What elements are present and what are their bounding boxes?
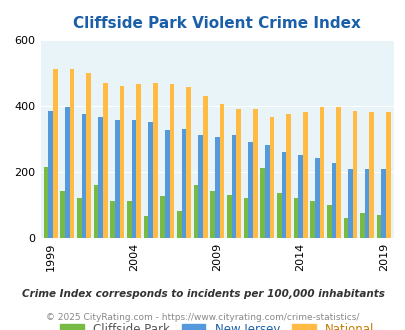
Text: © 2025 CityRating.com - https://www.cityrating.com/crime-statistics/: © 2025 CityRating.com - https://www.city… <box>46 313 359 322</box>
Bar <box>60 191 65 238</box>
Bar <box>86 73 91 238</box>
Bar <box>326 205 331 238</box>
Bar <box>364 169 369 238</box>
Bar <box>77 198 81 238</box>
Bar <box>102 82 107 238</box>
Bar <box>352 111 357 238</box>
Bar <box>347 169 352 238</box>
Bar <box>98 117 102 238</box>
Bar <box>43 167 48 238</box>
Bar <box>193 185 198 238</box>
Bar <box>186 87 190 238</box>
Bar <box>48 111 53 238</box>
Bar <box>143 216 148 238</box>
Bar <box>276 193 281 238</box>
Bar <box>264 145 269 238</box>
Bar <box>93 185 98 238</box>
Bar <box>369 112 373 238</box>
Bar <box>335 107 340 238</box>
Bar <box>169 84 174 238</box>
Bar <box>210 191 214 238</box>
Bar <box>286 114 290 238</box>
Bar <box>148 122 153 238</box>
Bar <box>115 120 119 238</box>
Bar <box>231 135 236 238</box>
Bar <box>110 201 115 238</box>
Bar <box>260 168 264 238</box>
Bar <box>302 112 307 238</box>
Bar <box>127 201 131 238</box>
Legend: Cliffside Park, New Jersey, National: Cliffside Park, New Jersey, National <box>55 319 378 330</box>
Bar <box>381 169 385 238</box>
Bar <box>53 69 58 238</box>
Bar <box>202 96 207 238</box>
Bar <box>281 152 286 238</box>
Text: Crime Index corresponds to incidents per 100,000 inhabitants: Crime Index corresponds to incidents per… <box>21 289 384 299</box>
Bar <box>293 198 297 238</box>
Bar <box>376 214 381 238</box>
Bar <box>160 196 164 238</box>
Bar <box>236 109 240 238</box>
Bar <box>269 117 273 238</box>
Bar <box>164 130 169 238</box>
Bar <box>252 109 257 238</box>
Bar <box>385 112 390 238</box>
Bar <box>198 135 202 238</box>
Bar <box>343 218 347 238</box>
Bar <box>247 142 252 238</box>
Bar <box>177 211 181 238</box>
Bar <box>214 137 219 238</box>
Bar <box>81 114 86 238</box>
Bar <box>65 107 69 238</box>
Bar <box>314 158 319 238</box>
Bar <box>319 107 323 238</box>
Bar <box>297 155 302 238</box>
Bar <box>153 82 157 238</box>
Bar <box>69 69 74 238</box>
Bar <box>181 129 186 238</box>
Bar <box>331 163 335 238</box>
Bar <box>119 86 124 238</box>
Bar <box>136 84 141 238</box>
Title: Cliffside Park Violent Crime Index: Cliffside Park Violent Crime Index <box>73 16 360 31</box>
Bar <box>219 104 224 238</box>
Bar <box>309 201 314 238</box>
Bar <box>131 120 136 238</box>
Bar <box>243 198 247 238</box>
Bar <box>226 195 231 238</box>
Bar <box>359 213 364 238</box>
